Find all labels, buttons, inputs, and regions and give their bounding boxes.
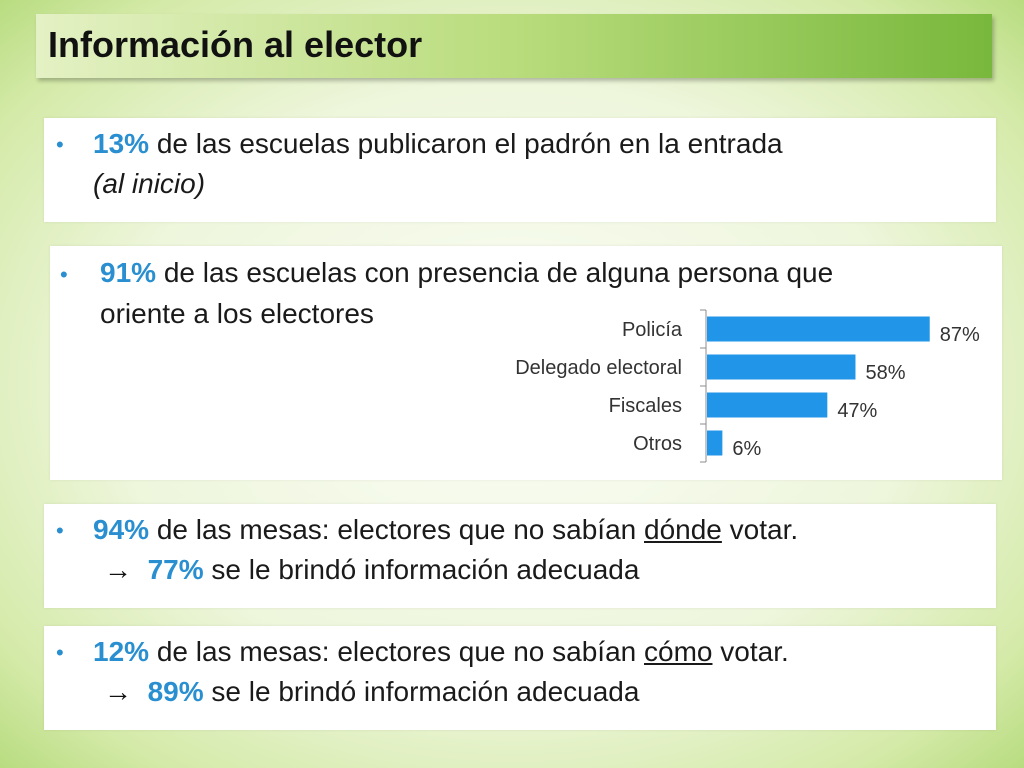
title-bar: Información al elector [36,14,992,78]
info-box-3: • 94% de las mesas: electores que no sab… [44,504,996,608]
category-label: Policía [622,319,683,341]
box3-percent: 94% [93,514,150,545]
box4-underlined: cómo [644,636,713,667]
bar-chart: Policía 87% Delegado electoral 58% Fiscales 4… [515,309,980,463]
box1-text: de las escuelas publicaron el padrón en … [149,128,783,159]
bullet-icon: • [56,132,64,157]
box4-text-before: de las mesas: electores que no sabían [149,636,645,667]
data-label: 47% [837,400,877,422]
arrow-right-icon: → [104,676,132,707]
box4-sub-percent: 89% [147,676,204,707]
bar [707,354,856,380]
category-label: Otros [633,433,682,455]
box3-sub-text: se le brindó información adecuada [203,554,640,585]
box4-sub-text: se le brindó información adecuada [203,676,640,707]
box2-line1: 91% de las escuelas con presencia de alg… [100,257,833,289]
box4-text-after: votar. [712,636,789,667]
box2-line2: oriente a los electores [100,298,374,329]
bar [707,392,828,418]
box4-line1: 12% de las mesas: electores que no sabía… [93,636,789,668]
info-box-1: • 13% de las escuelas publicaron el padr… [44,118,996,222]
category-label: Delegado electoral [515,357,682,379]
box3-line1: 94% de las mesas: electores que no sabía… [93,514,798,546]
bullet-icon: • [60,262,68,287]
box1-line2: (al inicio) [93,168,206,199]
info-box-4: • 12% de las mesas: electores que no sab… [44,626,996,730]
box1-line1: 13% de las escuelas publicaron el padrón… [93,128,783,160]
box1-percent: 13% [93,128,150,159]
bar [707,316,930,342]
box4-line2: → 89% se le brindó información adecuada [104,676,639,708]
info-box-2: • 91% de las escuelas con presencia de a… [50,246,1002,480]
box2-text: de las escuelas con presencia de alguna … [156,257,834,288]
data-label: 87% [940,324,980,346]
data-label: 58% [865,362,905,384]
box4-percent: 12% [93,636,150,667]
box3-sub-percent: 77% [147,554,204,585]
arrow-right-icon: → [104,554,132,585]
data-label: 6% [732,438,761,460]
box3-line2: → 77% se le brindó información adecuada [104,554,639,586]
bullet-icon: • [56,640,64,665]
box2-percent: 91% [100,257,157,288]
category-label: Fiscales [609,395,682,417]
page-title: Información al elector [48,24,423,65]
bar [707,430,723,456]
box3-text-before: de las mesas: electores que no sabían [149,514,645,545]
box3-underlined: dónde [644,514,722,545]
box3-text-after: votar. [721,514,799,545]
bullet-icon: • [56,518,64,543]
